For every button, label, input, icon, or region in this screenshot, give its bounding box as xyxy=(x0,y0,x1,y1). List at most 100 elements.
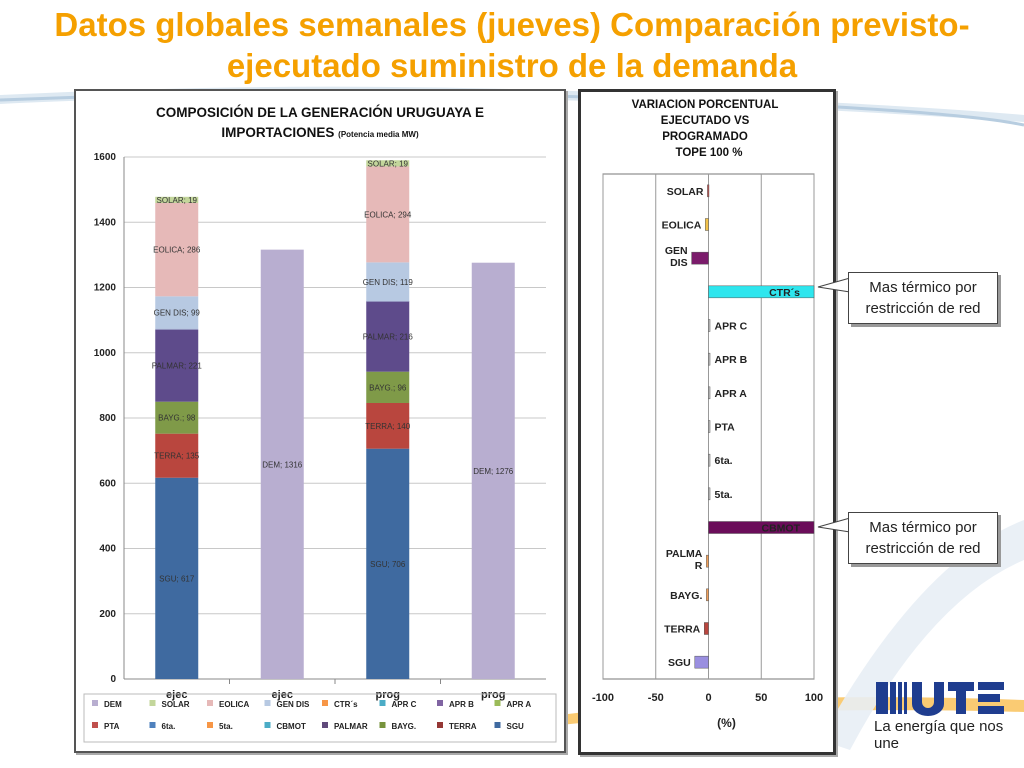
category-label: 5ta. xyxy=(715,489,733,501)
category-label: CTR´s xyxy=(769,287,800,299)
category-label: PTA xyxy=(715,422,736,434)
legend-entry: APR B xyxy=(449,700,474,709)
legend-swatch xyxy=(92,700,98,706)
legend-entry: GEN DIS xyxy=(277,700,311,709)
legend-swatch xyxy=(207,700,213,706)
category-label: APR C xyxy=(715,321,748,333)
legend-swatch xyxy=(494,722,501,728)
bar-segment-eolica xyxy=(155,203,199,297)
legend-swatch xyxy=(264,722,271,728)
chart-title-line: PROGRAMADO xyxy=(662,131,748,143)
data-label: SGU; 617 xyxy=(159,574,195,583)
variation-bar xyxy=(708,453,711,467)
y-tick-label: 1600 xyxy=(94,152,117,163)
variation-bar xyxy=(708,487,711,501)
chart-title-line: EJECUTADO VS xyxy=(661,115,750,127)
chart-title: COMPOSICIÓN DE LA GENERACIÓN URUGUAYA E xyxy=(156,105,484,120)
bar-segment-solar xyxy=(155,196,199,204)
data-label: BAYG.; 96 xyxy=(369,383,407,392)
y-tick-label: 1400 xyxy=(94,217,117,228)
legend-entry: BAYG. xyxy=(392,722,417,731)
x-tick-label: -50 xyxy=(648,692,664,704)
generation-composition-chart: COMPOSICIÓN DE LA GENERACIÓN URUGUAYA E I… xyxy=(83,105,557,743)
bar-segment-ctr-s xyxy=(155,328,199,330)
bar-segment-ctr-s xyxy=(366,301,410,302)
y-tick-label: 1200 xyxy=(94,283,117,294)
x-tick-label: ejec xyxy=(272,689,293,701)
logo-tagline: La energía que nos une xyxy=(874,718,1004,752)
category-label: APR A xyxy=(715,388,748,400)
category-label: EOLICA xyxy=(662,220,702,232)
legend-swatch xyxy=(322,722,328,728)
legend-entry: DEM xyxy=(104,700,122,709)
legend-swatch xyxy=(207,722,213,728)
data-label: GEN DIS; 119 xyxy=(363,278,414,287)
data-label: BAYG.; 98 xyxy=(158,414,196,423)
category-label: SGU xyxy=(668,657,691,669)
variation-bar xyxy=(704,622,709,635)
x-axis-label: (%) xyxy=(717,716,736,730)
category-label: SOLAR xyxy=(667,186,704,198)
page-title: Datos globales semanales (jueves) Compar… xyxy=(54,6,970,84)
x-tick-label: 0 xyxy=(705,692,711,704)
category-label: PALMA R xyxy=(666,548,703,572)
data-label: SGU; 706 xyxy=(370,560,406,569)
x-tick-label: ejec xyxy=(166,689,187,701)
data-label: GEN DIS; 99 xyxy=(154,308,201,317)
legend-entry: APR C xyxy=(392,700,417,709)
legend-swatch xyxy=(437,722,443,728)
bar-segment-sgu xyxy=(155,477,199,679)
variation-bar xyxy=(708,285,815,299)
y-tick-label: 1000 xyxy=(94,348,117,359)
variation-bar xyxy=(707,184,710,198)
bar-segment-palmar xyxy=(366,301,410,372)
data-label: SOLAR; 19 xyxy=(368,159,409,168)
legend-entry: APR A xyxy=(507,700,532,709)
data-label: PALMAR; 221 xyxy=(152,362,203,371)
category-label: TERRA xyxy=(664,624,701,636)
chart-title-line: TOPE 100 % xyxy=(676,147,743,159)
data-label: DEM; 1316 xyxy=(262,460,303,469)
legend-entry: CTR´s xyxy=(334,700,358,709)
category-label: BAYG. xyxy=(670,590,702,602)
bar-segment-dem xyxy=(471,262,515,679)
data-label: TERRA; 135 xyxy=(154,452,199,461)
variation-bar xyxy=(708,521,815,534)
legend-swatch xyxy=(149,700,156,706)
y-tick-label: 800 xyxy=(99,413,116,424)
legend-entry: 5ta. xyxy=(219,722,233,731)
callout-ctrs: Mas térmico por restricción de red xyxy=(848,272,998,324)
callout-cbmot: Mas térmico por restricción de red xyxy=(848,512,998,564)
legend-entry: PTA xyxy=(104,722,120,731)
y-tick-label: 600 xyxy=(99,478,116,489)
legend-swatch xyxy=(149,722,156,728)
data-label: PALMAR; 216 xyxy=(363,332,414,341)
x-tick-label: -100 xyxy=(592,692,614,704)
legend-swatch xyxy=(379,722,386,728)
bar-segment-terra xyxy=(155,433,199,478)
y-tick-label: 400 xyxy=(99,544,116,555)
y-tick-label: 0 xyxy=(110,674,116,685)
data-label: TERRA; 140 xyxy=(365,422,410,431)
bar-segment-bayg- xyxy=(155,401,199,434)
bar-segment-solar xyxy=(366,160,410,167)
data-label: DEM; 1276 xyxy=(473,467,514,476)
legend-frame xyxy=(83,693,557,743)
percent-variation-chart: VARIACION PORCENTUAL EJECUTADO VS PROGRAMA… xyxy=(592,99,823,730)
x-tick-label: 100 xyxy=(805,692,823,704)
y-tick-label: 200 xyxy=(99,609,116,620)
data-label: EOLICA; 286 xyxy=(153,246,201,255)
bar-segment-dem xyxy=(260,249,304,679)
bar-segment-sgu xyxy=(366,448,410,679)
legend-swatch xyxy=(322,700,328,706)
variation-bar xyxy=(706,588,709,602)
legend-swatch xyxy=(92,722,98,728)
x-tick-label: 50 xyxy=(755,692,767,704)
percent-variation-chart-panel: VARIACION PORCENTUAL EJECUTADO VS PROGRAMA… xyxy=(578,89,836,755)
bar-segment-terra xyxy=(366,402,410,449)
ute-logo-icon xyxy=(876,682,1004,716)
legend-entry: PALMAR xyxy=(334,722,368,731)
bar-segment-palmar xyxy=(155,329,199,402)
legend-entry: EOLICA xyxy=(219,700,249,709)
legend-entry: 6ta. xyxy=(162,722,176,731)
